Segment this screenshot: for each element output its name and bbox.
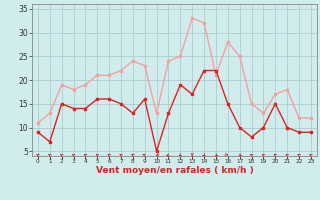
- X-axis label: Vent moyen/en rafales ( km/h ): Vent moyen/en rafales ( km/h ): [96, 166, 253, 175]
